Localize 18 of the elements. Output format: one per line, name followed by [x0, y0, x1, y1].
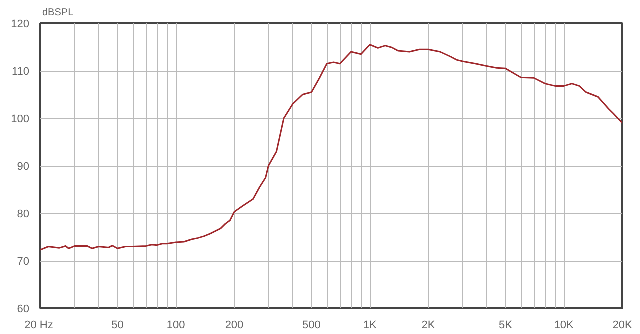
x-tick-label: 200 [225, 320, 244, 332]
x-tick-label: 10K [554, 320, 575, 332]
x-tick-label: 20 Hz [24, 320, 54, 332]
y-tick-label: 120 [11, 18, 30, 30]
y-axis-title: dBSPL [42, 8, 74, 18]
x-tick-label: 20K [612, 320, 633, 332]
x-tick-label: 100 [166, 320, 186, 332]
x-tick-label: 500 [302, 320, 321, 332]
x-tick-label: 50 [112, 320, 124, 332]
y-tick-label: 110 [12, 66, 30, 78]
x-tick-label: 2K [422, 320, 436, 332]
y-tick-label: 60 [17, 304, 30, 316]
x-tick-label: 5K [498, 320, 514, 332]
y-tick-label: 100 [11, 114, 30, 126]
x-tick-label: 1K [363, 320, 378, 332]
y-tick-label: 70 [17, 256, 30, 268]
y-tick-label: 90 [17, 161, 30, 173]
y-tick-label: 80 [17, 208, 30, 220]
